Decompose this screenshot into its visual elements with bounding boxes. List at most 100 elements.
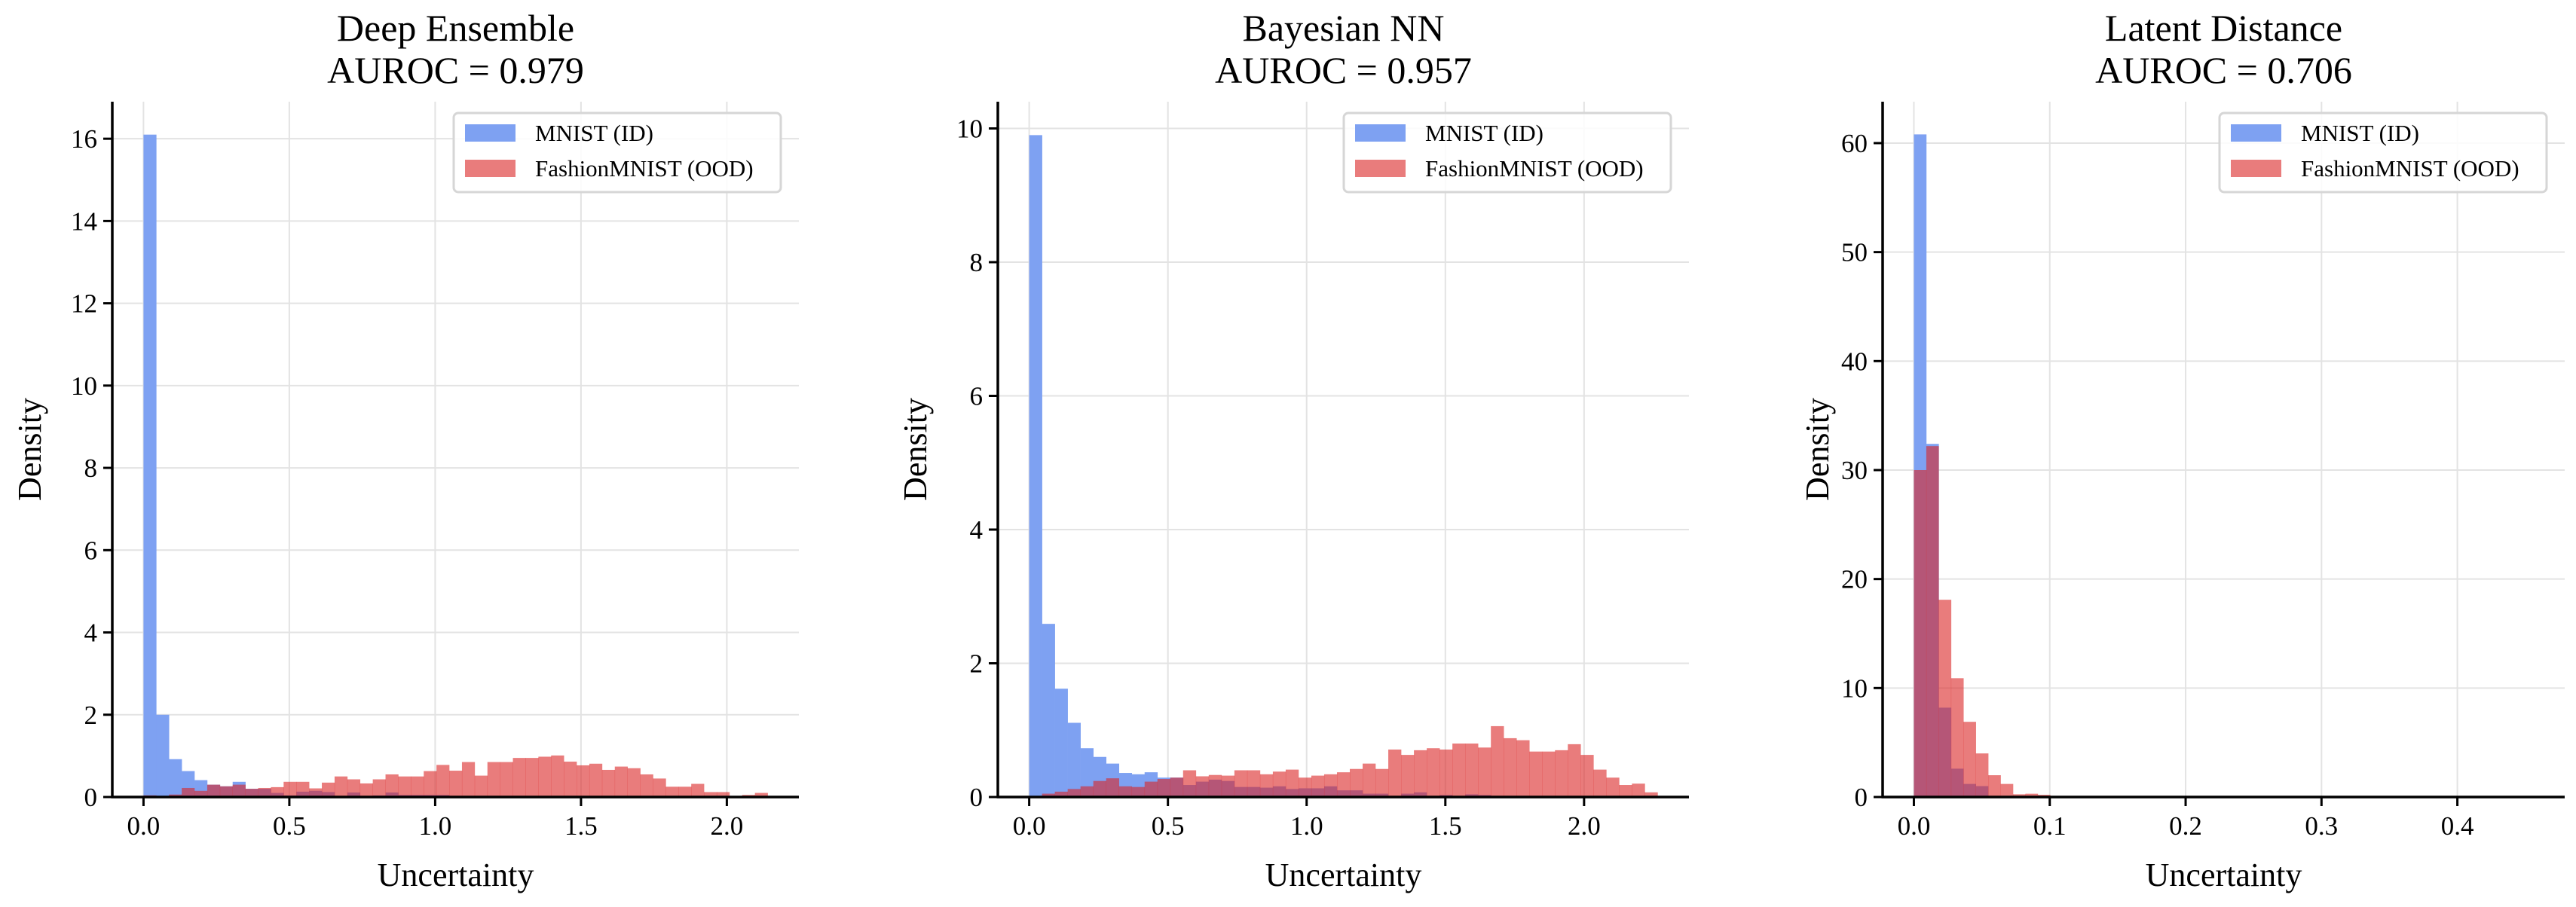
ood-histogram-bar [385,774,399,797]
ood-histogram-bar [347,779,361,797]
ood-histogram-bar [1644,792,1658,797]
legend-label: MNIST (ID) [535,120,653,146]
id-histogram-bar [169,759,182,797]
x-tick-label: 0.5 [273,811,306,841]
y-axis-label: Density [11,398,48,501]
ood-histogram-bar [1042,793,1055,797]
legend: MNIST (ID) FashionMNIST (OOD) [2218,111,2548,194]
chart-title: Latent Distance [2105,7,2342,49]
ood-histogram-bar [1272,771,1286,797]
x-tick-label: 0.4 [2441,811,2474,841]
ood-histogram-bar [1975,753,1989,797]
panel-2: 0.0 0.5 1.0 1.5 2.0 0 2 4 6 8 10 Uncertainty Density… [897,7,1689,893]
ood-histogram-bar [436,765,450,797]
ood-histogram-bar [194,790,208,797]
id-legend-swatch [465,124,516,142]
ood-histogram-bar [1363,763,1376,797]
ood-histogram-bar [1606,777,1620,797]
ood-histogram-bar [283,781,297,797]
x-tick-label: 0.0 [1898,811,1931,841]
ood-histogram-bar [1580,755,1594,797]
ood-legend-swatch [2231,160,2281,177]
ood-histogram-bar [1529,751,1543,797]
legend-label: MNIST (ID) [1425,120,1543,146]
ood-histogram-bar [1375,768,1389,797]
legend-frame [452,111,782,194]
legend-label: FashionMNIST (OOD) [2301,155,2519,182]
ood-histogram-bar [614,766,628,797]
ood-histogram-bar [1950,678,1964,797]
ood-histogram-bar [1914,469,1927,797]
ood-histogram-bar [1491,725,1504,797]
y-tick-label: 6 [84,536,98,565]
ood-legend-swatch [465,160,516,177]
ood-histogram-bar [1182,770,1197,797]
panel-1: 0.0 0.5 1.0 1.5 2.0 0 2 4 6 8 10 12 14 16 Uncertainty D… [11,7,799,893]
id-legend-swatch [1355,124,1406,142]
ood-histogram-bar [1401,755,1415,797]
ood-histogram-bar [525,758,539,797]
ood-histogram-bar [1938,600,1952,797]
x-tick-label: 0.3 [2305,811,2338,841]
ood-histogram-bar [1388,749,1402,797]
ood-histogram-bar [1439,749,1453,797]
x-tick-label: 0.5 [1152,811,1185,841]
ood-histogram-bar [1234,770,1248,797]
y-tick-label: 12 [71,289,97,319]
ood-histogram-bar [398,776,411,797]
ood-histogram-bar [1516,740,1530,797]
ood-histogram-bar [1555,750,1568,797]
ood-histogram-bar [1170,777,1184,797]
ood-histogram-bar [691,783,705,797]
ood-histogram-bar [577,765,590,797]
ood-histogram-bar [601,769,616,797]
ood-histogram-bar [1118,786,1133,797]
ood-histogram-bar [487,762,500,797]
legend-label: FashionMNIST (OOD) [1425,155,1644,182]
ood-histogram-bar [449,771,463,797]
ood-histogram-bar [1106,778,1120,797]
ood-histogram-bar [1221,775,1235,797]
chart-title: Deep Ensemble [337,7,574,49]
y-tick-label: 2 [970,649,984,679]
y-tick-label: 50 [1841,238,1868,267]
y-tick-label: 0 [970,783,984,812]
legend-label: MNIST (ID) [2301,120,2419,146]
id-histogram-bar [1067,722,1081,797]
ood-histogram-bar [1465,744,1479,797]
ood-histogram-bar [640,774,653,797]
ood-histogram-bar [1131,786,1146,797]
id-legend-swatch [2231,124,2281,142]
ood-histogram-bar [1926,446,1939,797]
x-tick-label: 1.5 [1429,811,1462,841]
legend: MNIST (ID) FashionMNIST (OOD) [1342,111,1672,194]
ood-histogram-bar [627,768,641,797]
y-tick-label: 4 [84,618,98,648]
ood-histogram-bar [1298,777,1312,797]
legend-frame [2218,111,2548,194]
ood-histogram-bar [1350,768,1363,797]
y-tick-label: 16 [71,124,97,154]
ood-histogram-bar [1593,769,1607,797]
ood-histogram-bar [474,775,488,797]
y-tick-label: 6 [970,382,984,411]
ood-histogram-bar [1195,776,1210,797]
x-tick-label: 0.2 [2169,811,2202,841]
ood-histogram-bar [754,792,768,797]
ood-histogram-bar [1311,775,1325,797]
ood-histogram-bar [334,776,348,797]
ood-legend-swatch [1355,160,1406,177]
ood-histogram-bar [1414,750,1427,797]
ood-histogram-bar [1067,789,1081,797]
ood-histogram-bar [1208,774,1222,797]
ood-histogram-bar [2025,793,2039,797]
ood-histogram-bar [512,758,526,797]
x-axis-label: Uncertainty [378,857,534,893]
chart-title: Bayesian NN [1243,7,1445,49]
x-tick-label: 0.0 [1013,811,1046,841]
y-axis-label: Density [1799,398,1836,501]
ood-histogram-bar [704,792,717,797]
x-tick-label: 1.0 [1290,811,1323,841]
ood-histogram-bar [589,763,603,797]
